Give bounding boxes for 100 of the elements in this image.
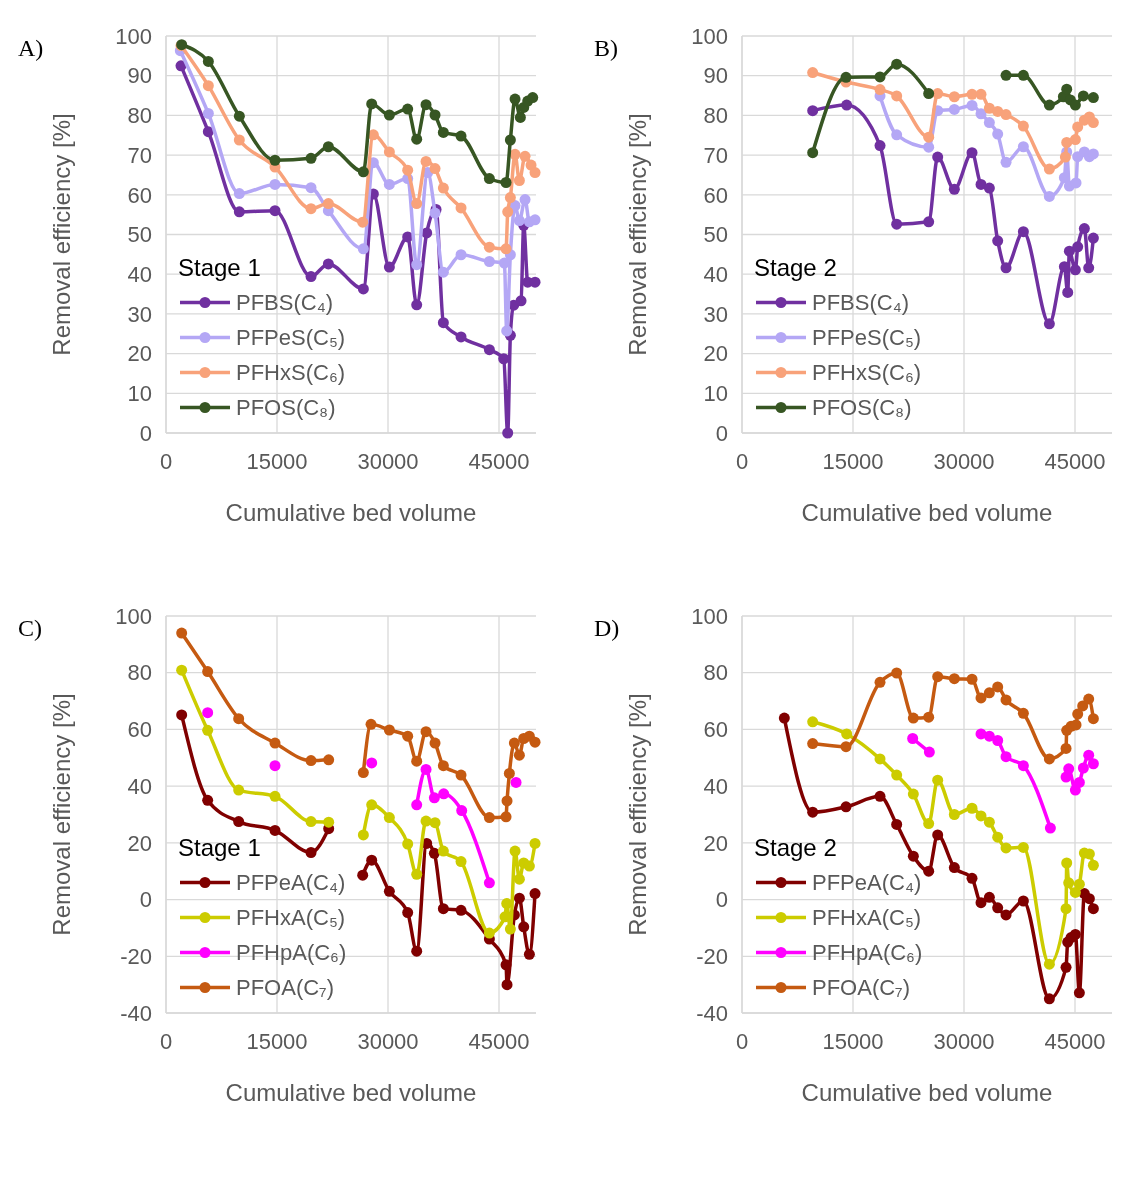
y-tick-label: 40 xyxy=(127,773,152,799)
y-tick-label: -20 xyxy=(696,943,728,969)
point xyxy=(891,769,903,781)
point xyxy=(383,724,395,736)
point xyxy=(500,243,512,255)
point xyxy=(1043,163,1055,175)
point xyxy=(1043,99,1055,111)
point xyxy=(807,716,819,728)
point xyxy=(1017,141,1029,153)
point xyxy=(322,198,334,210)
point xyxy=(1043,993,1055,1005)
x-tick-label: 15000 xyxy=(246,1029,308,1054)
y-tick-label: 0 xyxy=(139,887,152,913)
point xyxy=(176,709,188,721)
legend-label: PFOA(C₇) xyxy=(236,975,335,1001)
point xyxy=(923,216,935,228)
x-tick-label: 30000 xyxy=(933,449,995,474)
point xyxy=(1000,69,1012,81)
point xyxy=(504,134,516,146)
point xyxy=(437,182,449,194)
y-tick-label: 100 xyxy=(115,603,152,629)
point xyxy=(1017,69,1029,81)
point xyxy=(975,108,987,120)
point xyxy=(891,90,903,102)
point xyxy=(840,801,852,813)
point xyxy=(202,707,214,719)
y-tick-label: -40 xyxy=(120,1000,152,1026)
point xyxy=(501,325,513,337)
point xyxy=(1043,958,1055,970)
point xyxy=(305,203,317,215)
point xyxy=(807,806,819,818)
point xyxy=(513,873,525,885)
point xyxy=(509,148,521,160)
x-tick-label: 0 xyxy=(735,449,749,474)
point xyxy=(503,767,515,779)
point xyxy=(983,891,995,903)
point xyxy=(923,865,935,877)
point xyxy=(1063,877,1075,889)
point xyxy=(841,99,853,111)
point xyxy=(513,215,525,227)
point xyxy=(1083,693,1095,705)
point xyxy=(527,92,539,104)
point xyxy=(455,331,467,343)
point xyxy=(948,91,960,103)
point xyxy=(402,907,414,919)
point xyxy=(983,687,995,699)
y-tick-label: 80 xyxy=(127,103,152,129)
chart-title: B) xyxy=(594,35,618,61)
legend-label: PFOA(C₇) xyxy=(812,975,911,1001)
point xyxy=(402,838,414,850)
point xyxy=(366,854,378,866)
y-tick-label: 60 xyxy=(703,717,728,743)
point xyxy=(874,84,886,96)
point xyxy=(176,627,188,639)
legend-label: PFPeA(C₄) xyxy=(812,870,922,896)
point xyxy=(411,133,423,145)
point xyxy=(233,784,245,796)
point xyxy=(992,902,1004,914)
point xyxy=(891,818,903,830)
point xyxy=(1017,226,1029,238)
legend-label: PFBS(C₄) xyxy=(236,290,333,316)
point xyxy=(932,151,944,163)
x-tick-label: 45000 xyxy=(1044,449,1106,474)
y-tick-label: -20 xyxy=(120,943,152,969)
x-tick-label: 30000 xyxy=(357,1029,419,1054)
legend-label: PFBS(C₄) xyxy=(812,290,909,316)
point xyxy=(366,757,378,769)
point xyxy=(1000,262,1012,274)
legend-label: PFHxS(C₆) xyxy=(812,360,922,386)
point xyxy=(509,93,521,105)
point xyxy=(233,188,245,200)
point xyxy=(411,198,423,210)
point xyxy=(1087,903,1099,915)
point xyxy=(1083,262,1095,274)
point xyxy=(305,755,317,767)
point xyxy=(500,959,512,971)
point xyxy=(1061,136,1073,148)
y-tick-label: 20 xyxy=(703,830,728,856)
point xyxy=(932,88,944,100)
point xyxy=(504,923,516,935)
x-tick-label: 15000 xyxy=(246,449,308,474)
point xyxy=(456,805,468,817)
point xyxy=(504,192,516,204)
point xyxy=(510,776,522,788)
y-tick-label: 0 xyxy=(715,420,728,446)
point xyxy=(411,299,423,311)
point xyxy=(1043,190,1055,202)
legend-label: PFPeS(C₅) xyxy=(812,325,922,351)
point xyxy=(502,206,514,218)
point xyxy=(513,749,525,761)
point xyxy=(1017,760,1029,772)
point xyxy=(202,724,214,736)
point xyxy=(483,173,495,185)
point xyxy=(1017,707,1029,719)
y-tick-label: 80 xyxy=(703,103,728,129)
point xyxy=(1069,134,1081,146)
point xyxy=(891,667,903,679)
point xyxy=(874,753,886,765)
point xyxy=(501,979,513,991)
point xyxy=(402,164,414,176)
